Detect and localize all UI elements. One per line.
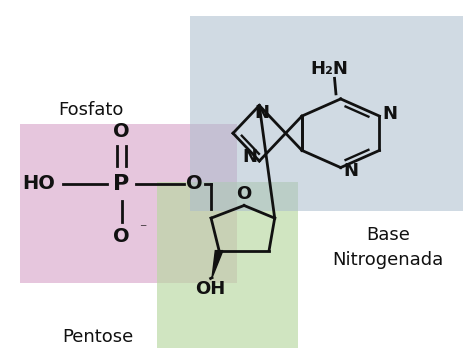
- Text: Base
Nitrogenada: Base Nitrogenada: [332, 226, 443, 269]
- Bar: [20, 124, 237, 283]
- Text: O: O: [113, 122, 130, 141]
- Text: HO: HO: [23, 174, 55, 193]
- Text: N: N: [242, 148, 257, 166]
- Bar: [157, 182, 298, 348]
- Text: OH: OH: [195, 280, 226, 297]
- Text: Fosfato: Fosfato: [58, 101, 123, 119]
- Text: N: N: [383, 105, 397, 123]
- Text: ⁻: ⁻: [139, 222, 146, 236]
- Text: N: N: [254, 104, 269, 122]
- Text: P: P: [113, 174, 130, 194]
- Text: H₂N: H₂N: [310, 60, 348, 78]
- Text: Pentose: Pentose: [63, 328, 134, 346]
- Polygon shape: [212, 251, 223, 278]
- Text: O: O: [237, 185, 252, 203]
- Text: O: O: [113, 227, 130, 246]
- Bar: [190, 16, 463, 211]
- Text: N: N: [344, 162, 358, 180]
- Text: O: O: [186, 174, 203, 193]
